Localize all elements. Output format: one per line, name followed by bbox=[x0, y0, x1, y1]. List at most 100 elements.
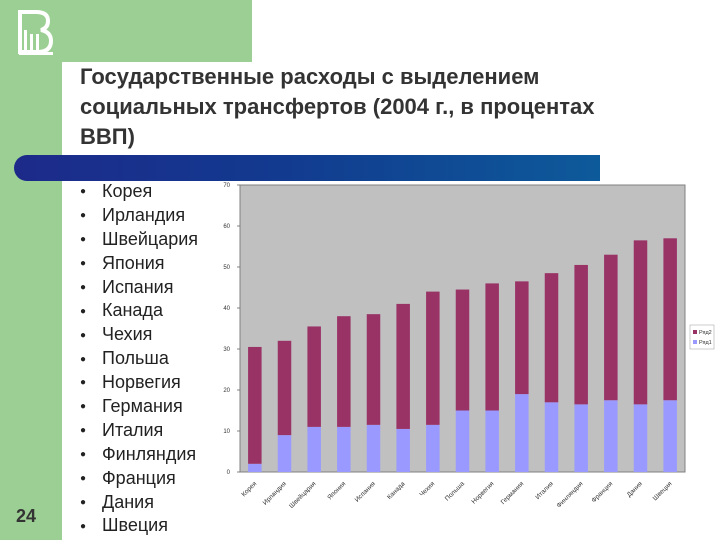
bullet-marker: ● bbox=[80, 449, 87, 461]
bar-segment bbox=[426, 424, 440, 472]
bar-segment bbox=[604, 400, 618, 472]
list-item: ● Япония bbox=[80, 252, 198, 276]
x-tick-label: Корея bbox=[240, 480, 258, 498]
list-item-label: Ирландия bbox=[102, 204, 186, 225]
y-tick-label: 20 bbox=[223, 388, 230, 394]
legend-label: Ряд2 bbox=[699, 330, 712, 336]
bar-segment bbox=[277, 340, 292, 436]
list-item-label: Корея bbox=[102, 181, 153, 201]
bar-segment bbox=[574, 264, 588, 405]
list-item-label: Германия bbox=[102, 396, 183, 417]
x-tick-label: Финляндия bbox=[556, 480, 585, 509]
list-item: ● Франция bbox=[80, 467, 198, 491]
list-item-label: Швейцария bbox=[102, 228, 199, 249]
list-item-label: Канада bbox=[102, 300, 163, 321]
bar-segment bbox=[455, 410, 470, 472]
bar-segment bbox=[366, 424, 381, 472]
list-item-label: Италия bbox=[102, 419, 164, 440]
bar-segment bbox=[366, 314, 381, 425]
bar-segment bbox=[485, 283, 499, 411]
list-item: ● Канада bbox=[80, 299, 198, 323]
bar-segment bbox=[248, 463, 262, 472]
bar-segment bbox=[485, 410, 499, 472]
list-item: ● Италия bbox=[80, 419, 198, 443]
bar-segment bbox=[396, 303, 410, 429]
hse-logo bbox=[18, 10, 54, 55]
list-item-label: Финляндия bbox=[102, 443, 197, 464]
list-item: ● Финляндия bbox=[80, 443, 198, 467]
bar-segment bbox=[396, 428, 410, 472]
bar-segment bbox=[515, 394, 529, 472]
y-tick-label: 40 bbox=[223, 306, 230, 312]
x-tick-label: Канада bbox=[386, 480, 407, 501]
x-tick-label: Швеция bbox=[652, 480, 674, 502]
bullet-marker: ● bbox=[80, 257, 87, 269]
list-item-label: Испания bbox=[102, 276, 174, 297]
list-item-label: Польша bbox=[102, 348, 169, 369]
bullet-marker: ● bbox=[80, 305, 87, 317]
bar-segment bbox=[574, 404, 588, 472]
bullet-marker: ● bbox=[80, 234, 87, 246]
x-tick-label: Испания bbox=[354, 480, 378, 504]
slide-title: Государственные расходы с выделением соц… bbox=[80, 64, 595, 149]
green-side-strip bbox=[0, 0, 62, 540]
bar-segment bbox=[633, 404, 648, 472]
bar-segment bbox=[307, 326, 321, 427]
list-item-label: Франция bbox=[102, 467, 176, 488]
list-item: ● Корея bbox=[80, 180, 198, 204]
legend-swatch bbox=[693, 330, 697, 334]
y-tick-label: 50 bbox=[223, 265, 230, 271]
bullet-marker: ● bbox=[80, 520, 87, 532]
bullet-marker: ● bbox=[80, 425, 87, 437]
x-tick-label: Италия bbox=[534, 480, 555, 501]
bullet-marker: ● bbox=[80, 377, 87, 389]
x-tick-label: Дания bbox=[626, 480, 645, 499]
legend-box bbox=[689, 324, 715, 350]
y-tick-label: 70 bbox=[223, 183, 230, 189]
bullet-marker: ● bbox=[80, 401, 87, 413]
list-item-label: Дания bbox=[102, 491, 154, 512]
y-tick-label: 0 bbox=[227, 470, 231, 476]
bullet-marker: ● bbox=[80, 472, 87, 484]
bar-segment bbox=[515, 281, 529, 395]
list-item-label: Швеция bbox=[102, 515, 168, 536]
x-tick-label: Германия bbox=[500, 480, 526, 506]
list-item: ● Испания bbox=[80, 276, 198, 300]
stacked-bar-chart: 0 10 20 30 40 50 60 70 Корея Ирландия Швейцария Япо… bbox=[223, 183, 715, 510]
title-underline-bar bbox=[14, 155, 600, 181]
bar-segment bbox=[633, 240, 648, 405]
list-item: ● Швейцария bbox=[80, 228, 198, 252]
x-tick-label: Япония bbox=[326, 480, 347, 501]
bullet-marker: ● bbox=[80, 186, 87, 198]
bar-segment bbox=[544, 273, 559, 403]
list-item: ● Ирландия bbox=[80, 204, 198, 228]
y-tick-label: 60 bbox=[223, 224, 230, 230]
bar-segment bbox=[248, 346, 262, 464]
bar-segment bbox=[663, 238, 677, 401]
bar-segment bbox=[455, 289, 470, 411]
bullet-marker: ● bbox=[80, 281, 87, 293]
bar-segment bbox=[604, 254, 618, 401]
bar-segment bbox=[663, 400, 677, 472]
x-tick-label: Норвегия bbox=[471, 480, 496, 505]
page-number: 24 bbox=[16, 506, 37, 526]
legend-swatch bbox=[693, 340, 697, 344]
x-tick-label: Чехия bbox=[418, 480, 436, 498]
bullet-marker: ● bbox=[80, 329, 87, 341]
legend-label: Ряд1 bbox=[699, 340, 712, 346]
bar-segment bbox=[337, 426, 351, 472]
x-tick-label: Польша bbox=[444, 480, 466, 502]
x-tick-label: Франция bbox=[590, 480, 614, 504]
bar-segment bbox=[277, 435, 292, 472]
list-item: ● Швеция bbox=[80, 514, 198, 538]
bar-segment bbox=[307, 426, 321, 472]
list-item-label: Чехия bbox=[102, 324, 153, 345]
x-tick-label: Швейцария bbox=[287, 479, 318, 510]
country-list: ● Корея ● Ирландия ● Швейцария ● Япония ● Испания… bbox=[80, 180, 198, 538]
bar-segment bbox=[426, 291, 440, 425]
bullet-marker: ● bbox=[80, 353, 87, 365]
y-tick-label: 10 bbox=[223, 429, 230, 435]
bullet-marker: ● bbox=[80, 210, 87, 222]
y-tick-label: 30 bbox=[223, 347, 230, 353]
list-item-label: Япония bbox=[102, 252, 165, 273]
